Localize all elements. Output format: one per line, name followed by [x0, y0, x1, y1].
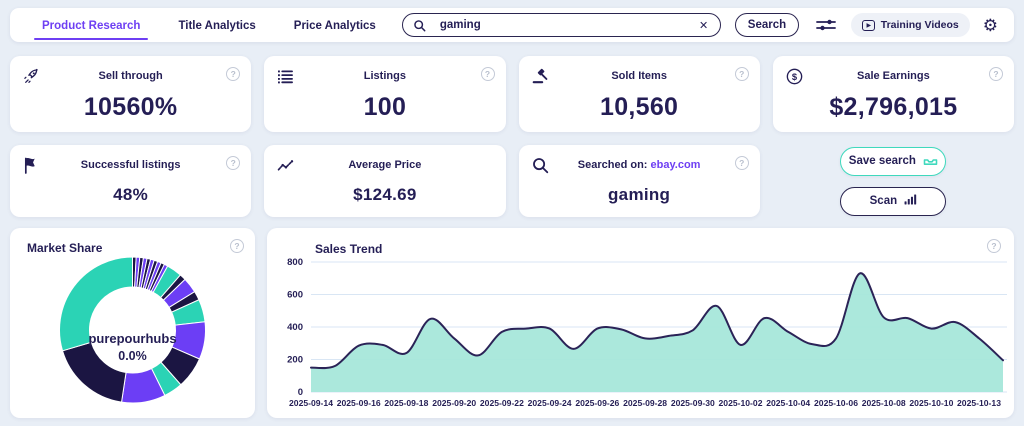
svg-text:2025-09-26: 2025-09-26: [575, 398, 619, 408]
stat-value: 10560%: [83, 93, 178, 121]
svg-text:2025-09-16: 2025-09-16: [337, 398, 381, 408]
nav-tabs: Product Research Title Analytics Price A…: [33, 10, 378, 40]
signal-bars-icon: [904, 194, 917, 208]
play-icon: ▶: [861, 19, 875, 31]
svg-text:800: 800: [287, 257, 303, 268]
stat-card-sold-items: Sold Items ? 10,560: [518, 56, 760, 132]
help-icon[interactable]: ?: [226, 156, 241, 170]
svg-text:0: 0: [298, 387, 303, 398]
svg-text:2025-09-14: 2025-09-14: [289, 398, 333, 408]
search-icon: [532, 157, 552, 174]
help-icon[interactable]: ?: [230, 239, 244, 253]
list-icon: [277, 69, 297, 84]
stat-card-average-price: Average Price $124.69: [264, 145, 506, 217]
stat-value: $2,796,015: [829, 93, 958, 121]
flag-icon: [23, 157, 43, 174]
save-search-button[interactable]: Save search: [840, 146, 947, 176]
training-videos-label: Training Videos: [880, 19, 959, 31]
svg-text:2025-10-06: 2025-10-06: [814, 398, 858, 408]
stat-title: Sell through: [98, 70, 163, 82]
svg-text:$: $: [792, 71, 798, 81]
svg-text:2025-09-18: 2025-09-18: [384, 398, 428, 408]
help-icon[interactable]: ?: [734, 67, 749, 81]
sales-trend-card: Sales Trend ? 0 200 400 600 800 2025-09-14 202…: [267, 228, 1014, 418]
gavel-icon: [532, 68, 552, 84]
stat-title: Searched on: ebay.com: [559, 159, 720, 171]
svg-text:2025-10-04: 2025-10-04: [766, 398, 810, 408]
stat-title: Listings: [363, 70, 406, 82]
stat-title: Average Price: [348, 159, 422, 171]
help-icon[interactable]: ?: [734, 156, 749, 170]
search-icon: [413, 19, 433, 32]
save-tray-icon: [923, 154, 938, 169]
actions-cell: Save search Scan: [773, 145, 1014, 217]
stat-value: gaming: [608, 185, 671, 204]
stat-title: Sold Items: [611, 70, 667, 82]
tab-price-analytics[interactable]: Price Analytics: [293, 20, 376, 32]
market-share-donut: [10, 242, 255, 418]
tab-product-research[interactable]: Product Research: [33, 10, 149, 40]
stat-value: 10,560: [599, 93, 679, 121]
stat-card-sale-earnings: $ Sale Earnings ? $2,796,015: [772, 56, 1014, 132]
svg-text:2025-09-22: 2025-09-22: [480, 398, 524, 408]
rocket-icon: [23, 68, 43, 85]
stat-card-successful-listings: Successful listings ? 48%: [10, 145, 252, 217]
stat-value: 100: [363, 93, 407, 121]
search-box[interactable]: ✕: [401, 13, 722, 37]
svg-text:200: 200: [287, 355, 303, 366]
ebay-link[interactable]: ebay.com: [650, 159, 701, 171]
save-search-label: Save search: [848, 155, 916, 167]
svg-text:2025-09-28: 2025-09-28: [623, 398, 667, 408]
stat-card-sell-through: Sell through ? 10560%: [10, 56, 252, 132]
search-button[interactable]: Search: [735, 13, 799, 37]
search-input[interactable]: [439, 19, 697, 31]
stat-value: 48%: [113, 185, 149, 204]
dollar-icon: $: [786, 68, 806, 85]
help-icon[interactable]: ?: [989, 67, 1003, 81]
clear-search-icon[interactable]: ✕: [699, 19, 709, 32]
trend-icon: [277, 159, 297, 172]
stat-title: Successful listings: [80, 159, 181, 171]
settings-gear-icon[interactable]: ⚙: [982, 15, 998, 35]
svg-text:2025-10-10: 2025-10-10: [909, 398, 953, 408]
topbar: Product Research Title Analytics Price A…: [10, 8, 1014, 42]
svg-text:2025-09-30: 2025-09-30: [671, 398, 715, 408]
help-icon[interactable]: ?: [480, 67, 495, 81]
stat-card-searched-on: Searched on: ebay.com ? gaming: [518, 145, 760, 217]
tab-title-analytics[interactable]: Title Analytics: [178, 20, 256, 32]
svg-text:2025-09-20: 2025-09-20: [432, 398, 476, 408]
stat-value: $124.69: [353, 185, 417, 204]
searched-on-label: Searched on:: [577, 159, 648, 171]
filters-sliders-icon[interactable]: [815, 16, 837, 34]
stat-card-listings: Listings ? 100: [264, 56, 506, 132]
scan-button[interactable]: Scan: [840, 186, 947, 216]
stat-title: Sale Earnings: [856, 70, 930, 82]
svg-text:600: 600: [287, 290, 303, 301]
svg-text:2025-10-13: 2025-10-13: [957, 398, 1001, 408]
svg-text:2025-10-08: 2025-10-08: [862, 398, 906, 408]
svg-text:2025-09-24: 2025-09-24: [528, 398, 572, 408]
scan-label: Scan: [869, 195, 898, 207]
market-share-title: Market Share: [27, 241, 103, 255]
sales-trend-title: Sales Trend: [315, 242, 383, 256]
stats-grid: Sell through ? 10560% Listings ? 100 Sol…: [10, 56, 1014, 217]
help-icon[interactable]: ?: [987, 239, 1001, 253]
help-icon[interactable]: ?: [226, 67, 241, 81]
svg-text:2025-10-02: 2025-10-02: [719, 398, 763, 408]
market-share-card: Market Share ? purepourhubs 0.0%: [10, 228, 255, 418]
svg-text:400: 400: [287, 322, 303, 333]
training-videos-button[interactable]: ▶ Training Videos: [850, 13, 970, 37]
